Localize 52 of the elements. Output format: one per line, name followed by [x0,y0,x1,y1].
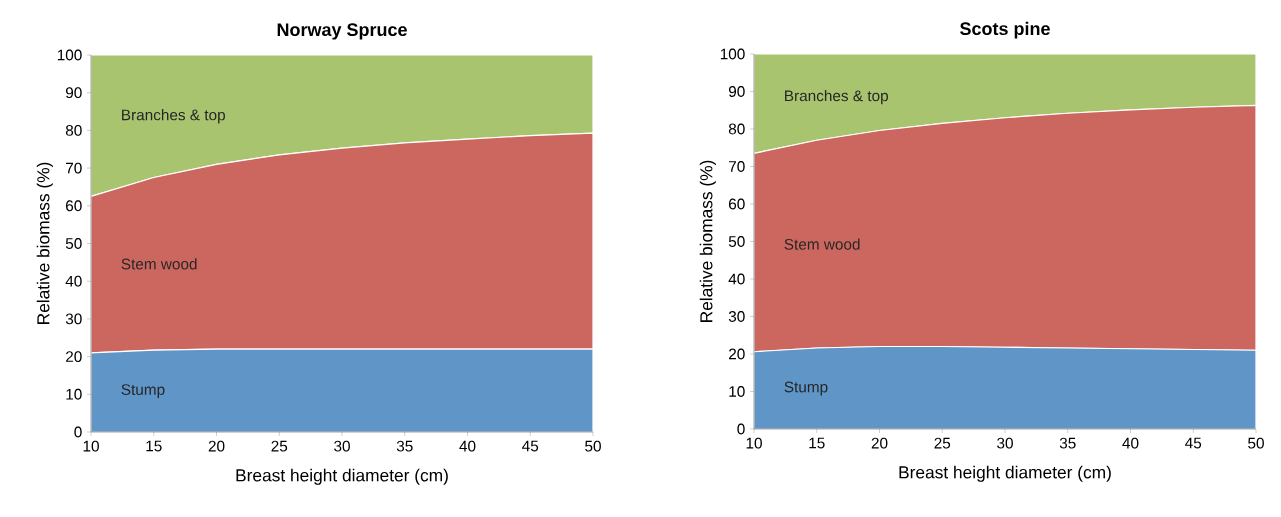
x-axis-title: Breast height diameter (cm) [899,465,1111,482]
y-tick-label: 10 [729,386,745,397]
series-label: Branches & top [122,109,225,124]
x-tick-label: 15 [809,437,825,449]
x-tick-label: 20 [871,437,888,449]
x-tick-label: 25 [934,437,951,449]
y-tick-label: 100 [57,49,82,61]
series-label: Stump [784,381,828,396]
y-tick-label: 50 [728,236,745,247]
y-tick-label: 70 [729,161,745,172]
y-tick-label: 0 [737,423,745,435]
y-tick-label: 20 [66,351,82,363]
series-label: Branches & top [785,89,888,105]
y-tick-label: 0 [74,426,82,438]
y-tick-label: 90 [65,87,82,99]
y-tick-label: 10 [66,388,82,400]
x-tick-label: 30 [997,437,1013,449]
y-tick-label: 20 [729,348,745,360]
series-label: Stem wood [784,238,860,250]
x-tick-label: 25 [271,440,288,452]
x-tick-label: 50 [1248,437,1264,449]
x-tick-label: 45 [1185,437,1202,449]
y-tick-label: 100 [720,48,745,60]
x-tick-label: 10 [83,440,99,452]
x-tick-label: 45 [522,440,539,452]
x-axis-title: Breast height diameter (cm) [236,468,448,485]
series-label: Stump [121,384,165,399]
y-tick-label: 80 [728,123,745,135]
chart-title: Norway Spruce [277,23,407,40]
y-axis-title: Relative biomass (%) [699,160,716,322]
y-tick-label: 50 [65,238,82,249]
series-label: Stem wood [121,258,197,270]
y-tick-label: 30 [65,313,82,325]
chart-title: Scots pine [960,21,1050,39]
y-tick-label: 40 [728,273,745,285]
x-tick-label: 30 [334,440,350,452]
x-tick-label: 20 [208,440,225,452]
x-tick-label: 10 [746,437,762,449]
y-tick-label: 60 [729,198,745,210]
y-axis-title: Relative biomass (%) [36,162,53,324]
x-tick-label: 40 [1122,437,1139,449]
x-tick-label: 35 [396,440,413,452]
x-tick-label: 40 [459,440,476,452]
y-tick-label: 80 [65,124,82,136]
y-tick-label: 30 [728,311,745,322]
y-tick-label: 40 [65,275,82,287]
y-tick-label: 90 [728,86,745,97]
x-tick-label: 50 [585,440,601,452]
x-tick-label: 35 [1059,437,1076,449]
x-tick-label: 15 [146,440,162,452]
y-tick-label: 60 [66,200,82,212]
y-tick-label: 70 [66,162,82,174]
